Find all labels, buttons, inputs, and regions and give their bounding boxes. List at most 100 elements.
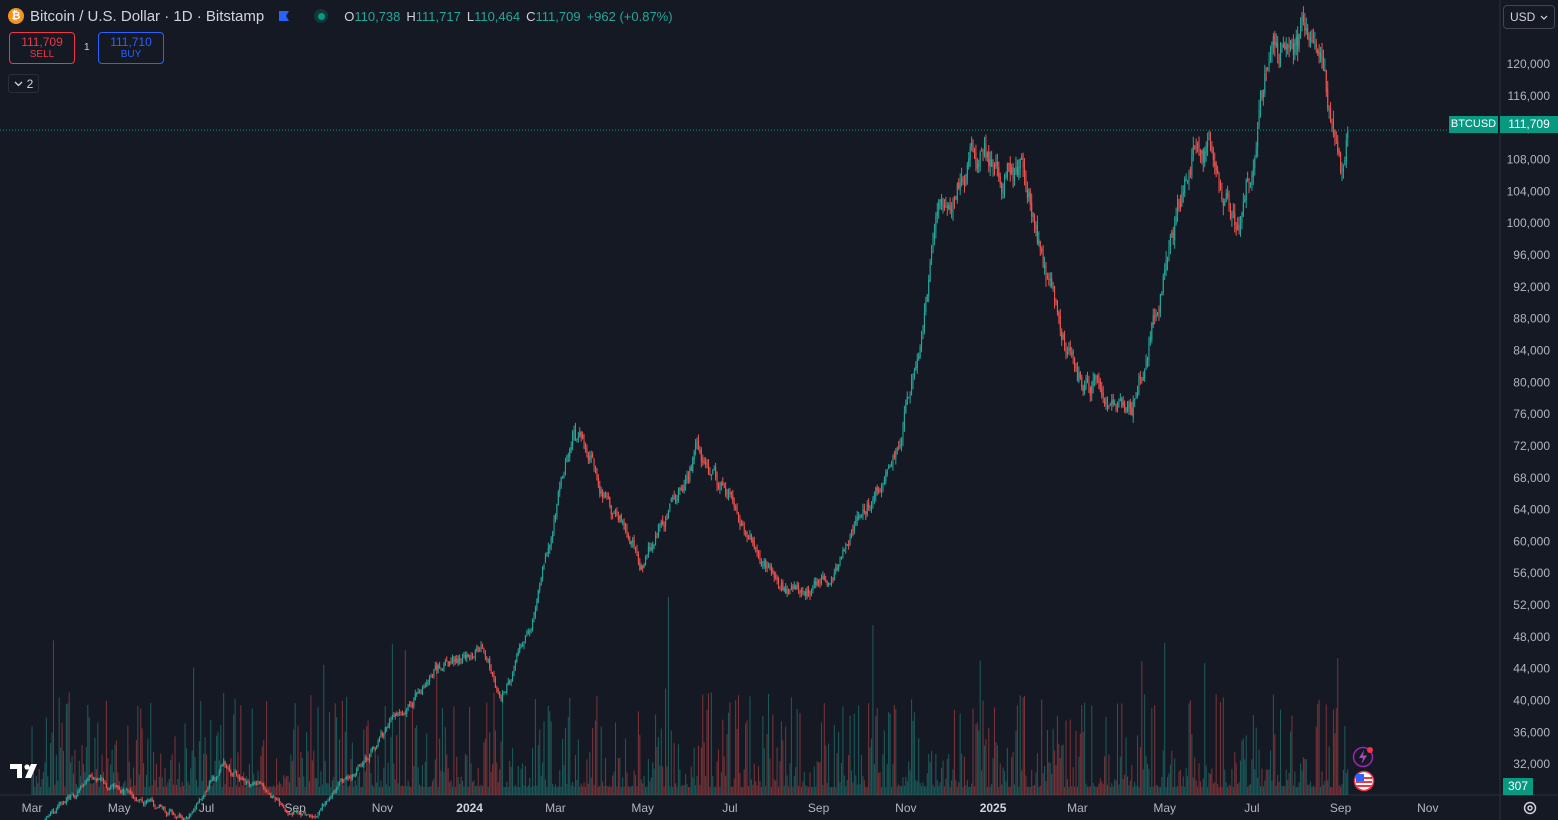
buy-button[interactable]: 111,710 BUY [98,32,164,64]
candle-body [294,811,296,813]
volume-bar [1139,747,1141,795]
candle-body [423,687,425,689]
candle-body [958,182,960,189]
candle-body [124,790,126,794]
candle-body [736,507,738,514]
candle-body [921,337,923,345]
volume-bar [135,739,137,795]
candle-body [286,810,288,813]
candle-body [61,802,63,804]
candle-body [812,586,814,591]
volume-bar [151,785,153,795]
volume-bar [560,786,562,795]
candle-body [168,810,170,814]
symbol-title[interactable]: Bitcoin / U.S. Dollar · 1D · Bitstamp [30,7,265,25]
price-tick-label: 68,000 [1513,471,1550,485]
dividend-event-icon[interactable] [1352,746,1374,768]
us-flag-event-icon[interactable] [1353,770,1375,792]
candle-body [396,713,398,716]
candle-body [750,534,752,541]
volume-bar [440,770,442,795]
candle-body [1128,402,1130,411]
volume-bar [211,785,213,795]
volume-bar [104,786,106,795]
volume-bar [577,739,579,795]
candle-body [424,685,426,688]
volume-bar [208,786,210,795]
volume-bar [1051,773,1053,795]
volume-bar [454,786,456,795]
candle-body [1275,42,1277,47]
volume-bar [258,786,260,795]
candle-body [70,794,72,798]
tradingview-logo[interactable] [10,762,44,780]
volume-bar [1201,786,1203,795]
candle-body [617,516,619,521]
candle-body [672,497,674,500]
volume-bar [426,733,428,795]
candle-body [131,793,133,797]
candle-body [1214,161,1216,166]
candle-body [1124,402,1126,412]
volume-bar [171,754,173,795]
flag-icon[interactable] [278,10,290,22]
candle-body [1332,121,1334,129]
candle-body [456,658,458,663]
volume-bar [1278,781,1280,795]
volume-bar [82,764,85,795]
candle-body [324,801,326,805]
candle-body [323,804,325,806]
volume-bar [1312,785,1314,795]
volume-bar [1032,785,1034,795]
volume-badge: 307 [1503,778,1533,795]
volume-bar [450,780,452,795]
volume-bar [542,762,544,795]
volume-bar [662,766,664,795]
candle-body [427,681,429,683]
candle-body [208,782,210,788]
candle-body [469,657,471,659]
candle-body [71,794,73,796]
candle-body [780,583,782,587]
candle-body [856,516,858,521]
volume-bar [1044,765,1046,795]
sell-button[interactable]: 111,709 SELL [9,32,75,64]
candle-body [125,789,127,791]
candle-body [536,601,538,610]
volume-bar [160,753,162,795]
candle-body [1121,397,1123,407]
candle-body [749,535,751,539]
candle-body [1277,43,1279,53]
volume-bar [979,660,981,795]
time-tick-label: 2025 [980,801,1007,815]
volume-bar [875,716,877,795]
high-value: 111,717 [415,8,461,24]
candle-body [483,648,485,653]
indicators-toggle-button[interactable]: 2 [8,74,39,93]
settings-button[interactable] [1519,798,1541,818]
time-tick-label: Nov [895,801,916,815]
candle-body [735,507,737,509]
volume-bar [788,786,790,795]
volume-bar [1056,716,1058,795]
settings-icon [1523,801,1537,815]
candle-body [697,440,699,450]
volume-bar [1013,784,1016,795]
volume-bar [144,786,146,795]
volume-bar [725,775,727,795]
candle-body [762,565,764,567]
candle-body [143,802,145,805]
volume-bar [687,786,689,795]
volume-bar [607,786,609,795]
volume-bar [1022,697,1024,795]
currency-select[interactable]: USD [1503,5,1555,29]
candle-body [622,521,624,523]
volume-bar [958,782,960,795]
volume-bar [1055,765,1057,795]
volume-bar [433,778,435,795]
volume-bar [1086,786,1088,795]
volume-bar [281,786,283,795]
candle-body [1335,138,1337,140]
volume-bar [850,770,853,795]
